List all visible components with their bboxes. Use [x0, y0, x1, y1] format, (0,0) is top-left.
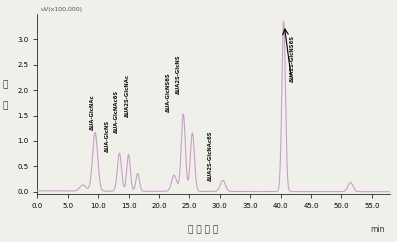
Text: uV(x100,000): uV(x100,000) [41, 7, 83, 12]
Text: ΔUA-GlcNS: ΔUA-GlcNS [105, 120, 110, 152]
Text: ΔUA-GlcNAc6S: ΔUA-GlcNAc6S [114, 90, 119, 133]
Text: ΔUA2S-GlcNAc: ΔUA2S-GlcNAc [125, 74, 130, 117]
Text: ΔUA-GlcNS6S: ΔUA-GlcNS6S [166, 72, 171, 112]
Text: 保 留 时 间: 保 留 时 间 [188, 225, 218, 234]
Text: ΔUA2S-GlcNAc6S: ΔUA2S-GlcNAc6S [208, 130, 213, 181]
Text: ΔUA-GlcNAc: ΔUA-GlcNAc [90, 94, 94, 130]
Text: min: min [370, 225, 385, 234]
Text: ΔUA2S-GlcNS6S: ΔUA2S-GlcNS6S [290, 36, 295, 83]
Text: ΔUA2S-GlcNS: ΔUA2S-GlcNS [176, 55, 181, 94]
Text: 光

度: 光 度 [3, 80, 8, 110]
